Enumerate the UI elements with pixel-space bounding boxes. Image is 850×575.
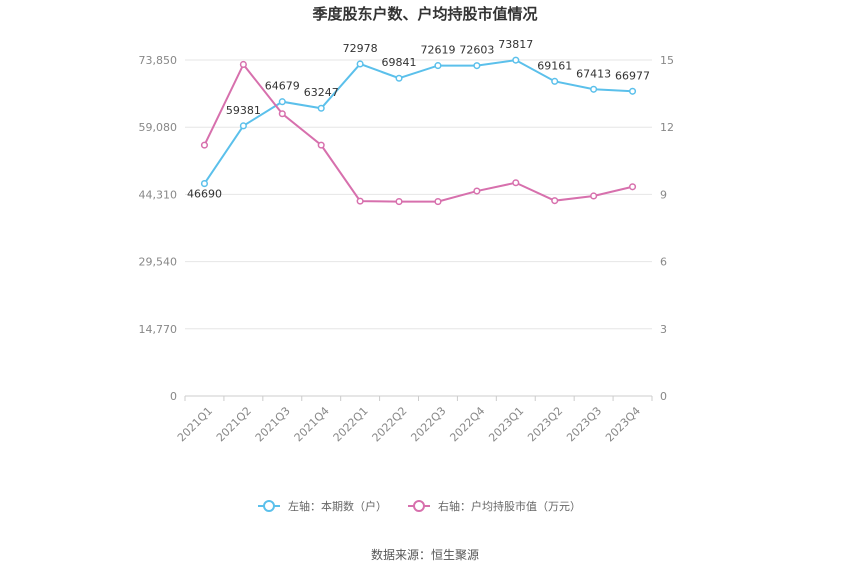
- series-line: [203, 62, 633, 203]
- data-point: [434, 62, 442, 70]
- data-point: [512, 56, 520, 64]
- legend-label: 左轴：本期数（户）: [288, 499, 387, 513]
- x-axis-tick-label: 2021Q4: [292, 404, 332, 444]
- data-label: 72978: [343, 42, 378, 55]
- data-label: 63247: [304, 86, 339, 99]
- right-axis-tick-label: 12: [660, 121, 674, 134]
- data-point: [200, 141, 209, 149]
- series-line: [203, 59, 633, 185]
- legend-marker-icon: [263, 500, 275, 512]
- data-point: [317, 104, 325, 112]
- left-axis-tick-label: 73,850: [139, 54, 178, 67]
- data-point: [434, 198, 442, 206]
- data-point: [628, 87, 637, 95]
- data-point: [551, 77, 559, 85]
- x-axis-tick-label: 2021Q3: [253, 404, 293, 444]
- legend-marker-icon: [413, 500, 425, 512]
- x-axis-tick-label: 2023Q1: [486, 404, 526, 444]
- source-note: 数据来源：恒生聚源: [371, 547, 479, 562]
- left-axis-tick-label: 14,770: [139, 323, 178, 336]
- data-point: [512, 179, 520, 187]
- data-point: [356, 197, 364, 205]
- data-point: [628, 183, 637, 191]
- data-label: 67413: [576, 67, 611, 80]
- data-label: 69161: [537, 59, 572, 72]
- data-label: 66977: [615, 69, 650, 82]
- x-axis-tick-label: 2022Q2: [370, 404, 410, 444]
- left-axis-tick-label: 29,540: [139, 256, 178, 269]
- data-label: 72619: [420, 44, 455, 57]
- left-axis-ticks: 0 14,770 29,540 44,310 59,080 73,850: [139, 54, 178, 403]
- data-point: [278, 110, 286, 118]
- data-point: [590, 85, 598, 93]
- data-label: 69841: [382, 56, 417, 69]
- data-point: [473, 62, 481, 70]
- legend-item[interactable]: 右轴：户均持股市值（万元）: [408, 499, 581, 513]
- right-axis-tick-label: 15: [660, 54, 674, 67]
- x-axis-tick-label: 2022Q3: [408, 404, 448, 444]
- right-axis-tick-label: 6: [660, 256, 667, 269]
- left-axis-tick-label: 0: [170, 390, 177, 403]
- data-point: [395, 198, 403, 206]
- data-point: [395, 74, 403, 82]
- data-point: [278, 98, 286, 106]
- data-label: 64679: [265, 80, 300, 93]
- x-axis-tick-label: 2023Q3: [564, 404, 604, 444]
- data-point: [473, 187, 481, 195]
- data-point: [239, 122, 247, 130]
- right-axis-tick-label: 3: [660, 323, 667, 336]
- data-point: [200, 180, 209, 188]
- x-axis-tick-label: 2023Q4: [603, 404, 643, 444]
- series-group: [200, 60, 637, 206]
- x-axis-tick-label: 2023Q2: [525, 404, 565, 444]
- x-axis-tick-label: 2021Q1: [175, 404, 215, 444]
- data-point: [317, 141, 325, 149]
- x-axis-tick-label: 2022Q1: [331, 404, 371, 444]
- right-axis-ticks: 0 3 6 9 12 15: [660, 54, 674, 403]
- data-label: 46690: [187, 188, 222, 201]
- data-label: 59381: [226, 104, 261, 117]
- legend-item[interactable]: 左轴：本期数（户）: [258, 499, 387, 513]
- chart-title: 季度股东户数、户均持股市值情况: [312, 5, 537, 23]
- data-point: [239, 60, 247, 69]
- x-axis-tick-label: 2022Q4: [447, 404, 487, 444]
- x-axis-ticks: 2021Q12021Q22021Q32021Q42022Q12022Q22022…: [175, 396, 653, 444]
- data-label: 72603: [459, 44, 494, 57]
- data-label: 73817: [498, 38, 533, 51]
- legend-label: 右轴：户均持股市值（万元）: [438, 499, 581, 513]
- data-point: [551, 197, 559, 205]
- data-point: [590, 192, 598, 200]
- left-axis-tick-label: 44,310: [139, 188, 178, 201]
- right-axis-tick-label: 9: [660, 188, 667, 201]
- right-axis-tick-label: 0: [660, 390, 667, 403]
- left-axis-tick-label: 59,080: [139, 121, 178, 134]
- legend[interactable]: 左轴：本期数（户） 右轴：户均持股市值（万元）: [258, 499, 581, 513]
- x-axis-tick-label: 2021Q2: [214, 404, 254, 444]
- data-point: [356, 60, 364, 68]
